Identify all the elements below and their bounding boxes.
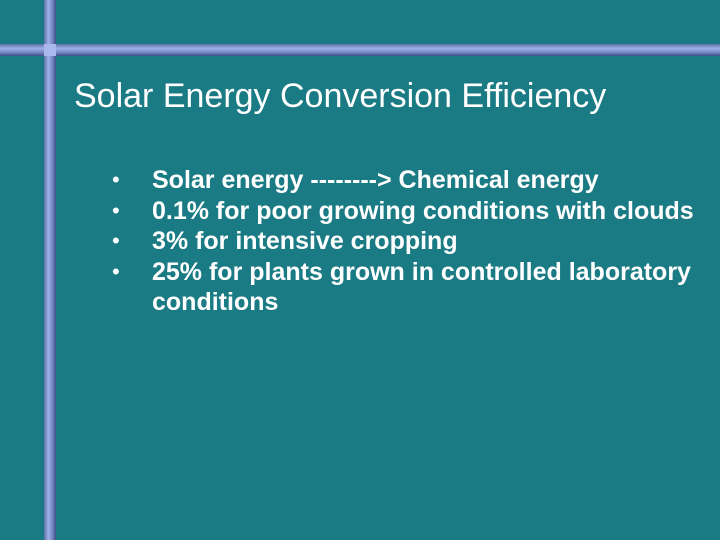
bullet-text: 0.1% for poor growing conditions with cl… bbox=[152, 196, 694, 225]
bullet-icon: • bbox=[112, 197, 120, 223]
bullet-item: • 25% for plants grown in controlled lab… bbox=[100, 257, 700, 318]
bullet-item: • Solar energy --------> Chemical energy bbox=[100, 165, 700, 196]
bullet-text: 3% for intensive cropping bbox=[152, 227, 458, 255]
bullet-item: • 3% for intensive cropping bbox=[100, 226, 700, 257]
bar-corner bbox=[44, 44, 56, 56]
bullet-text: 25% for plants grown in controlled labor… bbox=[152, 257, 691, 317]
bullet-list: • Solar energy --------> Chemical energy… bbox=[100, 165, 700, 318]
top-decorative-bar bbox=[0, 44, 720, 56]
bullet-text: Solar energy --------> Chemical energy bbox=[152, 166, 599, 194]
bullet-icon: • bbox=[112, 167, 120, 192]
bullet-item: • 0.1% for poor growing conditions with … bbox=[100, 196, 700, 227]
left-decorative-bar bbox=[44, 0, 56, 540]
bullet-icon: • bbox=[112, 258, 120, 284]
slide-title: Solar Energy Conversion Efficiency bbox=[74, 77, 607, 115]
bullet-icon: • bbox=[112, 228, 120, 253]
